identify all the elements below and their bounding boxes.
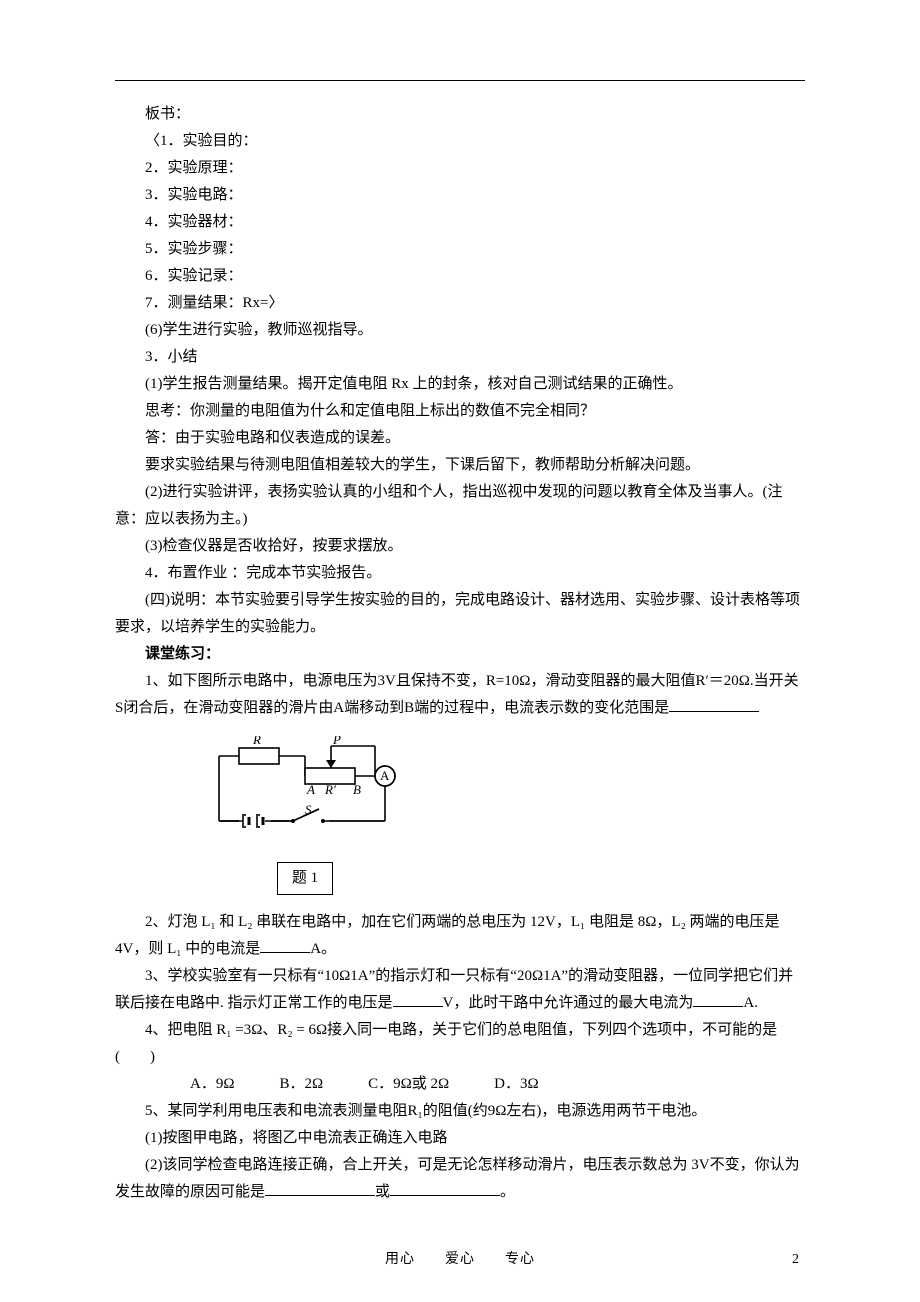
step-3-2: (2)进行实验讲评，表扬实验认真的小组和个人，指出巡视中发现的问题以教育全体及当…: [115, 479, 805, 533]
question-3-text-b: V，此时干路中允许通过的最大电流为: [443, 995, 694, 1011]
blank-fill: [265, 1180, 375, 1196]
top-rule: [115, 80, 805, 81]
question-5-2-c: 。: [500, 1184, 515, 1200]
question-3: 3、学校实验室有一只标有“10Ω1A”的指示灯和一只标有“20Ω1A”的滑动变阻…: [115, 963, 805, 1017]
requirement: 要求实验结果与待测电阻值相差较大的学生，下课后留下，教师帮助分析解决问题。: [115, 452, 805, 479]
figure-caption: 题 1: [277, 862, 333, 895]
question-5-2-b: 或: [375, 1184, 390, 1200]
svg-text:B: B: [353, 782, 361, 797]
step-6: (6)学生进行实验，教师巡视指导。: [115, 317, 805, 344]
svg-text:P: P: [332, 736, 341, 747]
blank-fill: [693, 991, 743, 1007]
question-5: 5、某同学利用电压表和电流表测量电阻R₁的阻值(约9Ω左右)，电源选用两节干电池…: [115, 1098, 805, 1125]
board-item: 6．实验记录：: [115, 263, 805, 290]
think-question: 思考：你测量的电阻值为什么和定值电阻上标出的数值不完全相同？: [115, 398, 805, 425]
question-2: 2、灯泡 L₁ 和 L₂ 串联在电路中，加在它们两端的总电压为 12V，L₁ 电…: [115, 909, 805, 963]
question-4-options: A．9Ω B．2Ω C．9Ω或 2Ω D．3Ω: [115, 1071, 805, 1098]
page-number: 2: [792, 1247, 800, 1272]
circuit-diagram-icon: R P A R′ B S A: [205, 736, 405, 846]
exercise-heading: 课堂练习：: [115, 641, 805, 668]
step-3-3: (3)检查仪器是否收拾好，按要求摆放。: [115, 533, 805, 560]
question-2-text-a: 2、灯泡 L₁ 和 L₂ 串联在电路中，加在它们两端的总电压为 12V，L₁ 电…: [115, 914, 780, 957]
svg-text:A: A: [306, 782, 315, 797]
think-answer: 答：由于实验电路和仪表造成的误差。: [115, 425, 805, 452]
document-page: 板书： 〈1．实验目的： 2．实验原理： 3．实验电路： 4．实验器材： 5．实…: [0, 0, 920, 1302]
board-item: 7．测量结果：Rx=〉: [115, 290, 805, 317]
step-h3: 3．小结: [115, 344, 805, 371]
board-item: 5．实验步骤：: [115, 236, 805, 263]
question-2-text-b: A。: [310, 941, 336, 957]
svg-text:R′: R′: [324, 782, 336, 797]
blank-fill: [393, 991, 443, 1007]
board-item: 4．实验器材：: [115, 209, 805, 236]
board-heading: 板书：: [115, 101, 805, 128]
step-h4: 4．布置作业 ：完成本节实验报告。: [115, 560, 805, 587]
question-4: 4、把电阻 R₁ =3Ω、R₂ = 6Ω接入同一电路，关于它们的总电阻值，下列四…: [115, 1017, 805, 1071]
question-3-text-c: A.: [743, 995, 758, 1011]
blank-fill: [390, 1180, 500, 1196]
board-item: 〈1．实验目的：: [115, 128, 805, 155]
svg-text:S: S: [305, 802, 312, 817]
question-1: 1、如下图所示电路中，电源电压为3V且保持不变，R=10Ω，滑动变阻器的最大阻值…: [115, 668, 805, 722]
page-footer: 用心 爱心 专心 2: [0, 1247, 920, 1272]
board-item: 3．实验电路：: [115, 182, 805, 209]
step-3-1: (1)学生报告测量结果。揭开定值电阻 Rx 上的封条，核对自己测试结果的正确性。: [115, 371, 805, 398]
question-5-1: (1)按图甲电路，将图乙中电流表正确连入电路: [115, 1125, 805, 1152]
circuit-figure: R P A R′ B S A 题 1: [205, 736, 405, 895]
blank-fill: [669, 696, 759, 712]
note-4: (四)说明：本节实验要引导学生按实验的目的，完成电路设计、器材选用、实验步骤、设…: [115, 587, 805, 641]
blank-fill: [260, 937, 310, 953]
board-item: 2．实验原理：: [115, 155, 805, 182]
footer-text: 用心 爱心 专心: [385, 1252, 535, 1267]
svg-text:R: R: [252, 736, 261, 747]
svg-text:A: A: [380, 768, 390, 783]
question-5-2: (2)该同学检查电路连接正确，合上开关，可是无论怎样移动滑片，电压表示数总为 3…: [115, 1152, 805, 1206]
